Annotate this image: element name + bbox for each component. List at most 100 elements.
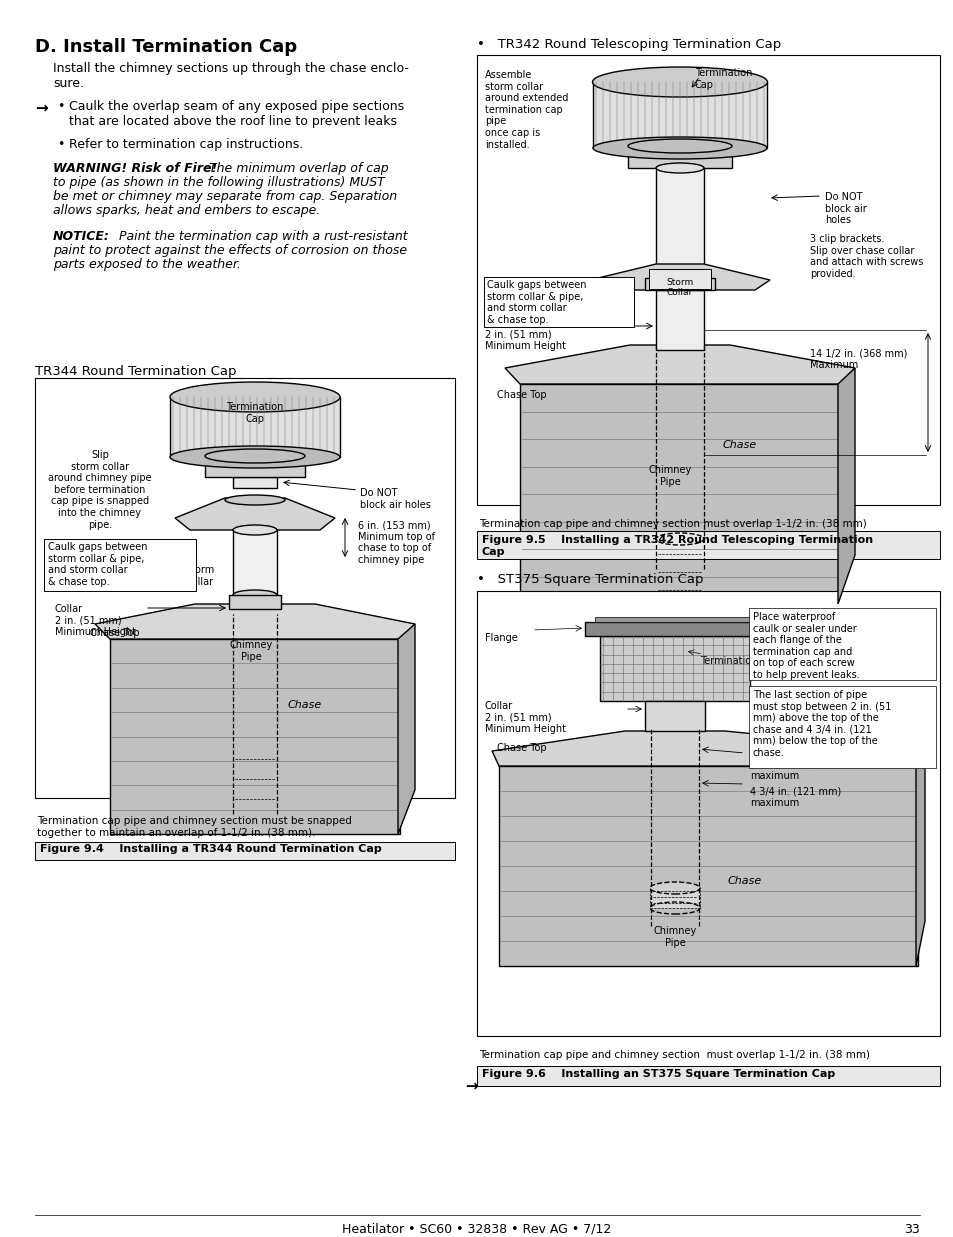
Bar	[476, 591, 939, 1037]
Text: allows sparks, heat and embers to escape.: allows sparks, heat and embers to escape…	[53, 204, 320, 216]
Text: 2 in. (51 mm)
maximum: 2 in. (51 mm) maximum	[749, 760, 816, 781]
Bar	[584, 622, 764, 636]
Text: Termination
Cap: Termination Cap	[226, 402, 283, 423]
Text: Figure 9.5    Installing a TR342 Round Telescoping Termination
Cap: Figure 9.5 Installing a TR342 Round Tele…	[481, 534, 872, 557]
Bar	[498, 766, 917, 966]
Polygon shape	[915, 751, 924, 966]
Text: Chimney
Pipe: Chimney Pipe	[229, 640, 273, 662]
Polygon shape	[492, 731, 924, 766]
Polygon shape	[397, 623, 415, 834]
Ellipse shape	[233, 524, 276, 534]
Text: TR344 Round Termination Cap: TR344 Round Termination Cap	[35, 365, 236, 379]
Text: Figure 9.4    Installing a TR344 Round Termination Cap: Figure 9.4 Installing a TR344 Round Term…	[40, 844, 381, 854]
FancyBboxPatch shape	[748, 687, 935, 768]
Text: Chimney
Pipe: Chimney Pipe	[648, 465, 691, 486]
Text: Termination cap pipe and chimney section  must overlap 1-1/2 in. (38 mm): Termination cap pipe and chimney section…	[478, 1050, 869, 1060]
Text: to pipe (as shown in the following illustrations) MUST: to pipe (as shown in the following illus…	[53, 176, 384, 189]
Text: 33: 33	[903, 1223, 919, 1236]
Text: Caulk gaps between
storm collar & pipe,
and storm collar
& chase top.: Caulk gaps between storm collar & pipe, …	[48, 542, 148, 586]
Text: Chase Top: Chase Top	[497, 743, 546, 753]
Text: •   ST375 Square Termination Cap: • ST375 Square Termination Cap	[476, 573, 702, 586]
Text: NOTICE:: NOTICE:	[53, 230, 110, 242]
Text: Termination
Cap: Termination Cap	[695, 68, 752, 89]
Ellipse shape	[233, 590, 276, 600]
Text: The minimum overlap of cap: The minimum overlap of cap	[205, 162, 388, 174]
Text: Storm
Collar: Storm Collar	[666, 278, 693, 297]
Bar	[627, 146, 731, 168]
Polygon shape	[589, 263, 769, 289]
Bar	[656, 168, 703, 268]
Bar	[476, 1066, 939, 1086]
Polygon shape	[95, 604, 415, 640]
Text: Collar
2 in. (51 mm)
Minimum Height: Collar 2 in. (51 mm) Minimum Height	[484, 701, 565, 735]
Bar	[593, 82, 766, 148]
Polygon shape	[174, 499, 335, 529]
Text: Chase: Chase	[288, 700, 322, 710]
Text: Do NOT
block air holes: Do NOT block air holes	[359, 489, 431, 510]
Bar	[110, 640, 399, 834]
Text: 14 1/2 in. (368 mm)
Maximum: 14 1/2 in. (368 mm) Maximum	[809, 348, 906, 370]
Text: •: •	[57, 139, 64, 151]
Text: Termination Cap: Termination Cap	[700, 656, 779, 666]
Text: 6 in. (153 mm)
Minimum top of
chase to top of
chimney pipe: 6 in. (153 mm) Minimum top of chase to t…	[357, 520, 435, 565]
Text: 3 clip brackets.
Slip over chase collar
and attach with screws
provided.: 3 clip brackets. Slip over chase collar …	[809, 234, 923, 278]
Ellipse shape	[205, 449, 305, 463]
Bar	[649, 888, 700, 908]
Ellipse shape	[649, 882, 700, 894]
Ellipse shape	[656, 163, 703, 173]
Text: Chase Top: Chase Top	[90, 628, 139, 638]
Text: Collar
2 in. (51 mm)
Minimum Height: Collar 2 in. (51 mm) Minimum Height	[55, 604, 136, 637]
Text: Heatilator • SC60 • 32838 • Rev AG • 7/12: Heatilator • SC60 • 32838 • Rev AG • 7/1…	[342, 1223, 611, 1236]
Text: Slip
storm collar
around chimney pipe
before termination
cap pipe is snapped
int: Slip storm collar around chimney pipe be…	[49, 450, 152, 529]
Text: be met or chimney may separate from cap. Separation: be met or chimney may separate from cap.…	[53, 190, 396, 203]
Text: Termination cap pipe and chimney section must overlap 1-1/2 in. (38 mm): Termination cap pipe and chimney section…	[478, 520, 866, 529]
Text: Chase: Chase	[722, 440, 757, 450]
Bar	[476, 54, 939, 505]
Text: D. Install Termination Cap: D. Install Termination Cap	[35, 38, 296, 56]
Ellipse shape	[225, 495, 285, 505]
Text: Refer to termination cap instructions.: Refer to termination cap instructions.	[69, 139, 303, 151]
Bar	[656, 289, 703, 350]
Bar	[233, 477, 276, 489]
Text: WARNING! Risk of Fire!: WARNING! Risk of Fire!	[53, 162, 217, 174]
Ellipse shape	[592, 67, 767, 96]
Text: Chase: Chase	[727, 876, 761, 886]
Ellipse shape	[170, 382, 339, 412]
Text: •: •	[57, 100, 64, 113]
Text: Collar
2 in. (51 mm)
Minimum Height: Collar 2 in. (51 mm) Minimum Height	[484, 318, 565, 351]
Ellipse shape	[170, 447, 339, 468]
Text: The last section of pipe
must stop between 2 in. (51
mm) above the top of the
ch: The last section of pipe must stop betwe…	[752, 690, 890, 758]
Bar	[519, 383, 837, 604]
Bar	[170, 397, 339, 456]
Text: Flange: Flange	[484, 633, 517, 643]
Text: paint to protect against the effects of corrosion on those: paint to protect against the effects of …	[53, 244, 407, 257]
Bar	[205, 455, 305, 477]
Bar	[35, 379, 455, 798]
FancyBboxPatch shape	[483, 277, 634, 327]
Text: Install the chimney sections up through the chase enclo-
sure.: Install the chimney sections up through …	[53, 62, 409, 90]
Text: Termination cap pipe and chimney section must be snapped
together to maintain an: Termination cap pipe and chimney section…	[37, 816, 352, 837]
Text: 4 3/4 in. (121 mm)
maximum: 4 3/4 in. (121 mm) maximum	[749, 785, 841, 808]
Text: Caulk gaps between
storm collar & pipe,
and storm collar
& chase top.: Caulk gaps between storm collar & pipe, …	[486, 280, 586, 325]
Text: •   TR342 Round Telescoping Termination Cap: • TR342 Round Telescoping Termination Ca…	[476, 38, 781, 51]
Bar	[595, 617, 754, 622]
Ellipse shape	[593, 137, 766, 160]
Bar	[35, 842, 455, 860]
Text: Figure 9.6    Installing an ST375 Square Termination Cap: Figure 9.6 Installing an ST375 Square Te…	[481, 1069, 835, 1079]
Text: Chase Top: Chase Top	[497, 390, 546, 400]
Text: Place waterproof
caulk or sealer under
each flange of the
termination cap and
on: Place waterproof caulk or sealer under e…	[752, 612, 859, 680]
Polygon shape	[504, 345, 854, 383]
FancyBboxPatch shape	[748, 609, 935, 680]
Bar	[233, 529, 276, 595]
Text: Paint the termination cap with a rust-resistant: Paint the termination cap with a rust-re…	[115, 230, 407, 242]
Text: Assemble
storm collar
around extended
termination cap
pipe
once cap is
installed: Assemble storm collar around extended te…	[484, 71, 568, 150]
Polygon shape	[837, 367, 854, 604]
Text: Do NOT
block air
holes: Do NOT block air holes	[824, 192, 866, 225]
FancyBboxPatch shape	[44, 539, 195, 591]
Bar	[599, 636, 749, 701]
Text: Chimney
Pipe: Chimney Pipe	[653, 927, 696, 948]
Bar	[229, 595, 281, 609]
Text: Storm
Collar: Storm Collar	[185, 565, 214, 586]
Text: →: →	[464, 1077, 477, 1094]
FancyBboxPatch shape	[648, 268, 710, 289]
